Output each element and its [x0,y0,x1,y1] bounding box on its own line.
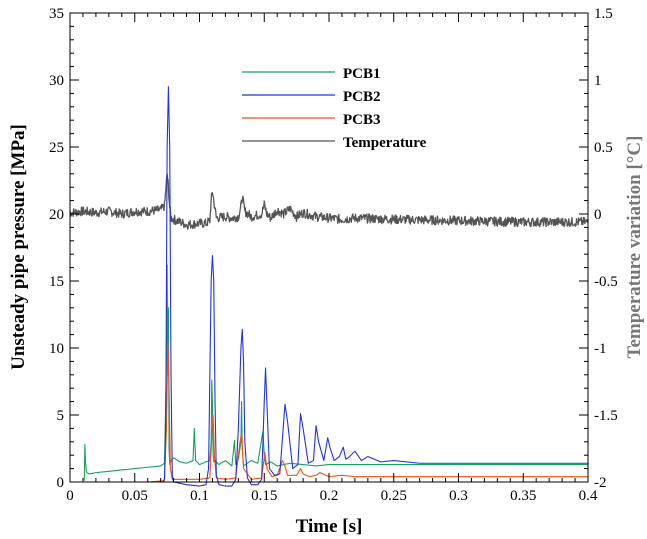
y-left-tick-label: 20 [49,207,64,223]
y-axis-right-title: Temperature variation [°C] [624,136,645,359]
y-right-tick-label: 1 [594,73,602,89]
x-tick-label: 0 [66,488,74,504]
x-tick-label: 0.35 [510,488,536,504]
x-tick-label: 0.4 [579,488,598,504]
y-left-tick-label: 30 [49,73,64,89]
legend-label-pcb1: PCB1 [343,66,381,82]
y-right-tick-label: -0.5 [594,274,618,290]
y-left-tick-label: 10 [49,341,64,357]
y-axis-right: -2 -1.5 -1 -0.5 0 0.5 1 1.5 [579,6,618,491]
y-left-tick-label: 15 [49,274,64,290]
legend-label-temperature: Temperature [343,135,427,151]
legend: PCB1 PCB2 PCB3 Temperature [242,66,427,151]
y-left-tick-label: 0 [57,475,65,491]
x-tick-label: 0.05 [122,488,148,504]
x-tick-label: 0.2 [320,488,339,504]
y-right-tick-label: 1.5 [594,6,613,22]
y-right-tick-label: -2 [594,475,607,491]
x-tick-label: 0.25 [381,488,407,504]
x-axis: 0 0.05 0.1 0.15 0.2 0.25 0.3 0.35 0.4 [66,13,598,504]
y-left-tick-label: 35 [49,6,64,22]
y-axis-left: 0 5 10 15 20 25 30 35 [49,6,79,491]
legend-label-pcb3: PCB3 [343,112,381,128]
y-right-tick-label: -1 [594,341,607,357]
y-right-tick-label: -1.5 [594,408,618,424]
y-left-tick-label: 25 [49,140,64,156]
y-right-tick-label: 0 [594,207,602,223]
y-left-tick-label: 5 [57,408,65,424]
y-right-tick-label: 0.5 [594,140,613,156]
x-axis-title: Time [s] [296,516,363,537]
x-tick-label: 0.3 [449,488,468,504]
plot-area [70,13,588,482]
x-tick-label: 0.15 [251,488,277,504]
series-line-temperature [69,173,589,230]
series-line-pcb1 [83,264,588,481]
y-axis-left-title: Unsteady pipe pressure [MPa] [8,124,29,370]
legend-label-pcb2: PCB2 [343,89,381,105]
x-tick-label: 0.1 [190,488,209,504]
